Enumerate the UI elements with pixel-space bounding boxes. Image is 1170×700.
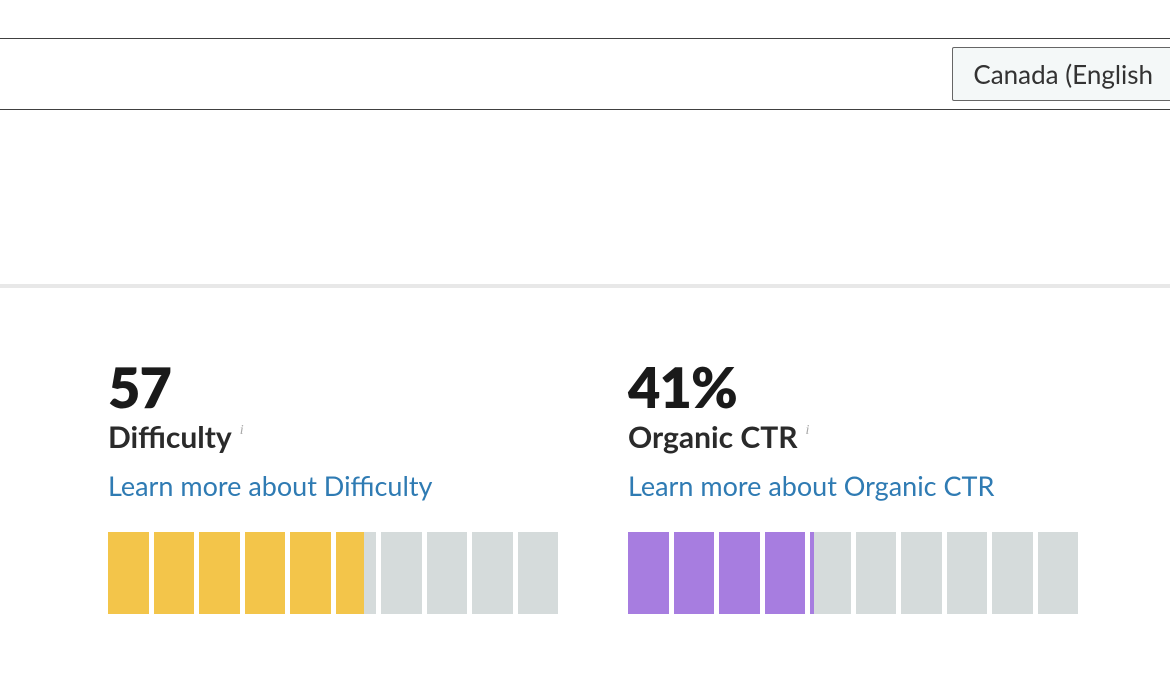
bar-segment [381, 532, 422, 614]
bar-segment [856, 532, 897, 614]
organic-ctr-bar [628, 532, 1086, 614]
bar-segment [992, 532, 1033, 614]
bar-segment [290, 532, 331, 614]
bar-segment [1038, 532, 1079, 614]
metric-difficulty: 57 Difficulty i Learn more about Difficu… [108, 358, 566, 614]
bar-segment [810, 532, 851, 614]
learn-more-link[interactable]: Learn more about Organic CTR [628, 469, 994, 502]
info-icon[interactable]: i [806, 423, 810, 439]
locale-select-label: Canada (English [973, 58, 1153, 90]
bar-segment [108, 532, 149, 614]
bar-segment [719, 532, 760, 614]
bar-segment [518, 532, 559, 614]
metric-label: Difficulty [108, 419, 232, 455]
learn-more-link[interactable]: Learn more about Difficulty [108, 469, 432, 502]
metric-label-row: Difficulty i [108, 419, 566, 455]
difficulty-bar [108, 532, 566, 614]
bar-segment [765, 532, 806, 614]
bar-segment [674, 532, 715, 614]
metric-value: 41% [628, 358, 1086, 417]
info-icon[interactable]: i [240, 423, 244, 439]
bar-segment [154, 532, 195, 614]
bar-segment [947, 532, 988, 614]
metric-organic-ctr: 41% Organic CTR i Learn more about Organ… [628, 358, 1086, 614]
bar-segment [472, 532, 513, 614]
bar-segment [427, 532, 468, 614]
bar-segment [336, 532, 377, 614]
bar-segment [901, 532, 942, 614]
top-input-bar: Canada (English [0, 38, 1170, 110]
metrics-row: 57 Difficulty i Learn more about Difficu… [108, 358, 1170, 614]
metric-value: 57 [108, 358, 566, 417]
metric-label: Organic CTR [628, 419, 798, 455]
section-divider [0, 284, 1170, 288]
bar-segment [628, 532, 669, 614]
metric-label-row: Organic CTR i [628, 419, 1086, 455]
bar-segment [199, 532, 240, 614]
locale-select[interactable]: Canada (English [952, 47, 1170, 101]
bar-segment [245, 532, 286, 614]
